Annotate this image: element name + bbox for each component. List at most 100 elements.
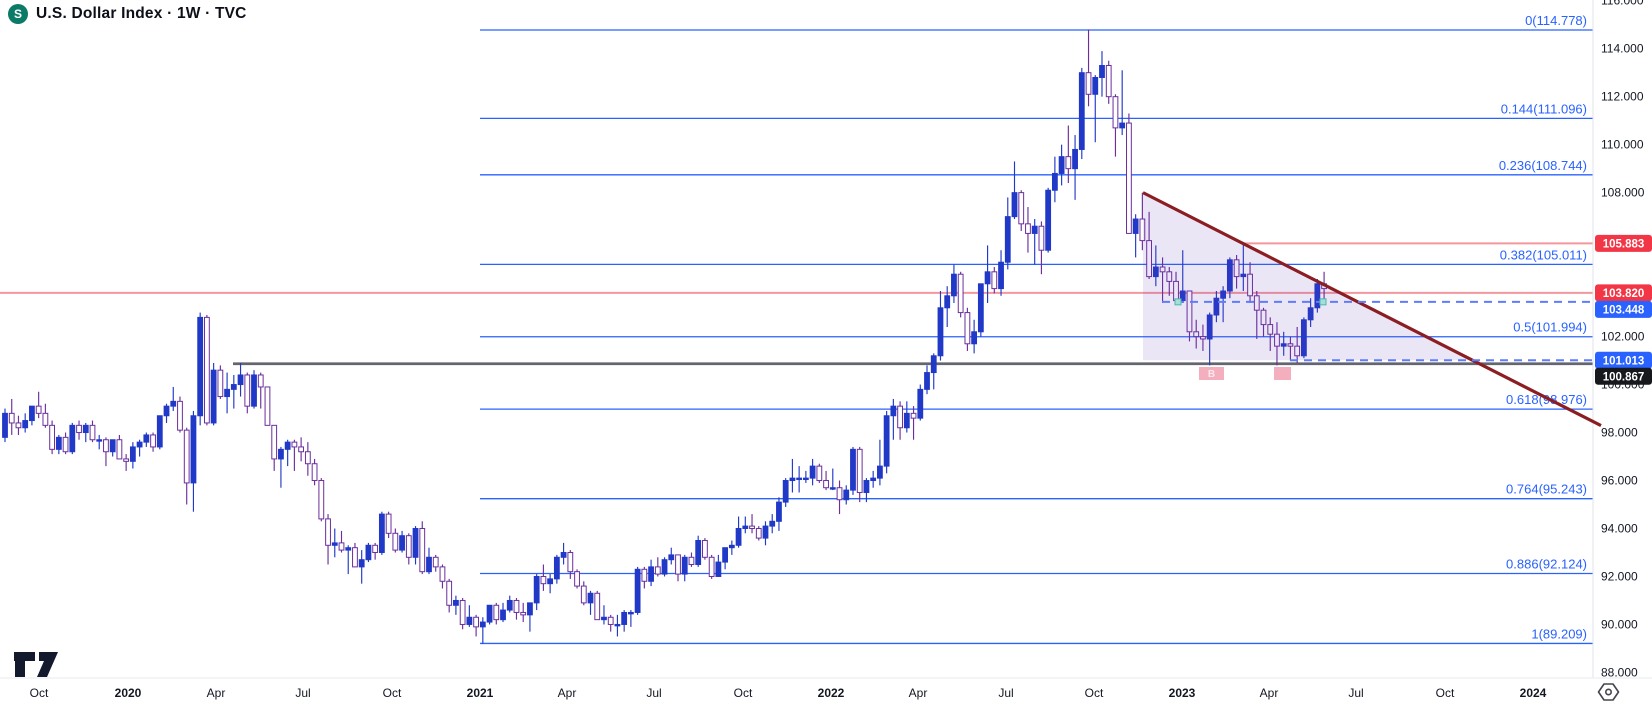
candle-body — [809, 465, 816, 479]
candle-body — [1004, 216, 1011, 263]
price-tick-label: 96.000 — [1601, 474, 1638, 488]
candle-body — [1152, 266, 1159, 278]
candle-body — [1132, 218, 1139, 234]
candles[interactable] — [2, 29, 1327, 644]
candle-body — [365, 544, 372, 561]
candle-body — [257, 374, 264, 388]
candle-body — [1233, 259, 1240, 278]
time-axis[interactable]: Oct 2020 Apr Jul Oct 2021 Apr Jul Oct 2022 Apr Jul O… — [30, 686, 1547, 700]
candle-body — [76, 424, 82, 434]
candle-body — [971, 331, 978, 345]
candle-body — [82, 424, 89, 434]
axis-price-label-text: 105.883 — [1603, 238, 1645, 250]
candle-body — [8, 412, 15, 424]
candle-body — [251, 374, 257, 407]
candle-body — [311, 463, 318, 482]
candle-body — [782, 480, 789, 503]
candle-body — [1085, 72, 1092, 95]
candle-body — [372, 544, 379, 553]
axis-price-label-text: 101.013 — [1603, 355, 1645, 367]
candle-body — [426, 556, 432, 573]
time-tick-label: Apr — [207, 686, 226, 700]
axis-price-label — [1595, 367, 1652, 385]
candle-body — [298, 446, 305, 453]
candle-body — [823, 480, 829, 489]
candle-body — [392, 532, 399, 551]
candle-body — [1031, 225, 1038, 234]
candle-body — [493, 604, 500, 621]
candle-body — [991, 271, 998, 290]
candle-body — [116, 439, 123, 460]
drawing-handle[interactable] — [1319, 298, 1327, 306]
fib-retracement[interactable]: 0(114.778) 0.144(111.096) 0.236(108.744) 0.… — [480, 13, 1593, 645]
candle-body — [1253, 295, 1260, 311]
candle-body — [55, 436, 62, 450]
candle-body — [459, 599, 466, 625]
symbol-logo-icon: S — [8, 4, 28, 24]
time-tick-label: 2021 — [467, 686, 494, 700]
candle-body — [964, 312, 971, 345]
trendline[interactable] — [1142, 191, 1602, 428]
drawing-handle[interactable] — [1174, 298, 1182, 306]
candle-body — [385, 513, 392, 534]
candle-body — [89, 424, 96, 441]
candle-body — [230, 384, 237, 390]
candle-body — [547, 578, 554, 585]
candle-body — [843, 489, 850, 501]
time-tick-label: 2022 — [818, 686, 845, 700]
candle-body — [177, 400, 183, 431]
candle-body — [1045, 189, 1052, 251]
symbol-title[interactable]: U.S. Dollar Index · 1W · TVC — [36, 5, 247, 22]
candle-body — [661, 559, 668, 575]
candle-body — [405, 535, 412, 558]
candle-body — [937, 307, 944, 357]
candle-body — [977, 283, 984, 333]
candle-body — [446, 580, 453, 606]
price-tick-label: 110.000 — [1601, 138, 1644, 152]
candle-body — [284, 441, 291, 450]
candle-body — [1206, 314, 1213, 340]
candle-body — [217, 369, 224, 398]
candle-body — [802, 477, 809, 481]
candle-body — [1287, 343, 1294, 347]
candle-body — [614, 623, 621, 627]
candle-body — [49, 424, 56, 450]
candle-body — [944, 295, 951, 309]
axis-price-label — [1595, 300, 1652, 318]
time-tick-label: Apr — [909, 686, 928, 700]
candle-body — [702, 539, 708, 558]
candle-body — [877, 465, 883, 479]
time-tick-label: Jul — [646, 686, 661, 700]
candle-body — [560, 551, 567, 558]
candle-body — [352, 547, 358, 568]
candle-body — [129, 446, 136, 462]
candle-body — [1051, 172, 1058, 191]
price-scale-settings-icon[interactable] — [1597, 683, 1620, 701]
pattern-marker — [1199, 367, 1224, 380]
tradingview-logo-icon[interactable] — [14, 652, 58, 677]
candle-body — [594, 592, 601, 621]
fib-label: 0(114.778) — [1525, 13, 1587, 28]
candle-body — [103, 439, 109, 453]
fib-label: 0.5(101.994) — [1513, 320, 1587, 335]
candle-body — [1139, 218, 1146, 242]
candle-body — [715, 561, 722, 577]
candle-body — [224, 388, 230, 398]
candle-body — [1294, 345, 1301, 357]
candle-body — [473, 616, 480, 628]
candle-body — [856, 448, 863, 494]
axis-price-label-text: 100.867 — [1603, 371, 1645, 383]
symbol-header: S U.S. Dollar Index · 1W · TVC — [8, 4, 247, 24]
candle-body — [35, 405, 42, 414]
candle-body — [1307, 307, 1314, 321]
candle-body — [163, 405, 170, 417]
candle-body — [654, 566, 661, 575]
price-tick-label: 94.000 — [1601, 521, 1638, 535]
candle-body — [399, 535, 405, 551]
pattern-marker — [1274, 367, 1291, 380]
candle-body — [749, 525, 755, 529]
time-tick-label: 2024 — [1520, 686, 1547, 700]
candle-body — [870, 477, 877, 482]
